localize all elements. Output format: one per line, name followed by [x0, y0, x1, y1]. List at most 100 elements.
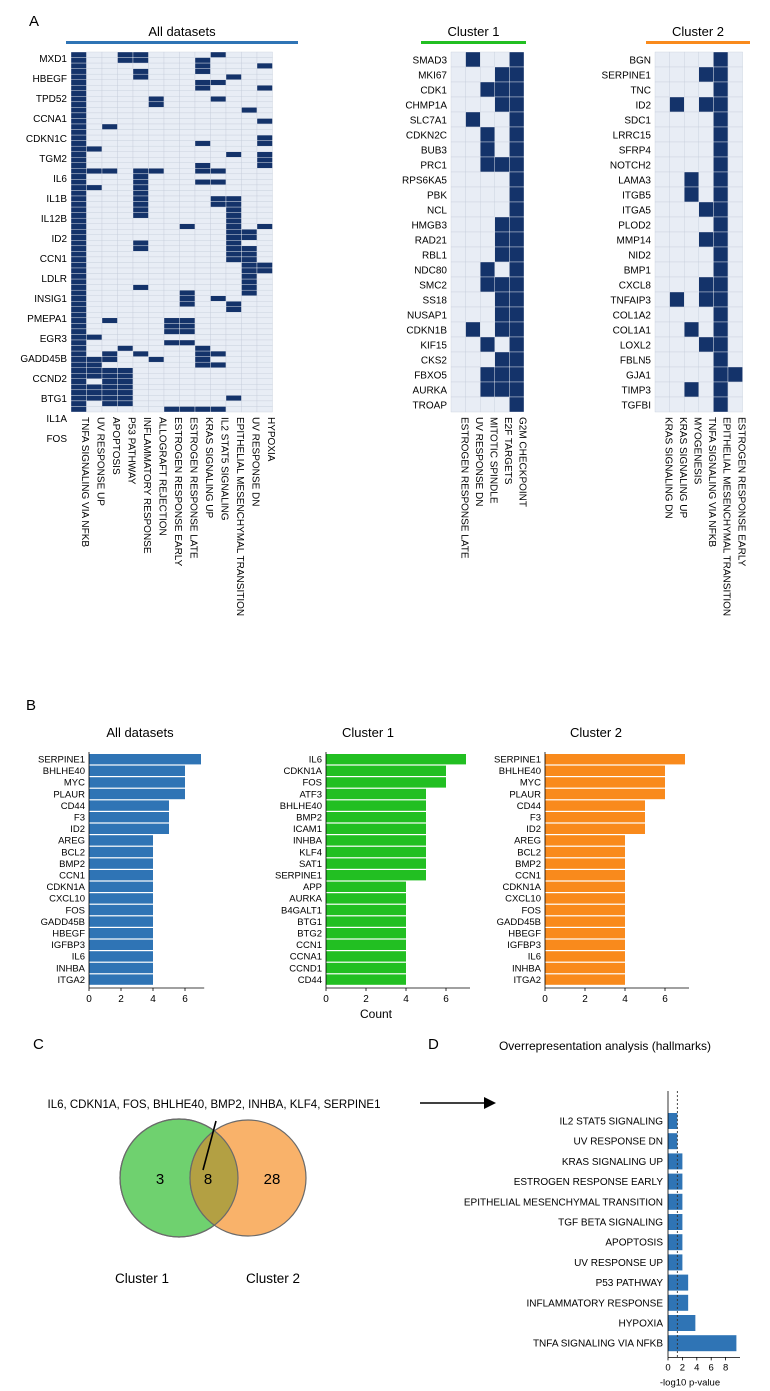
heatmap-cell: [101, 345, 118, 352]
bar: [89, 777, 185, 788]
heatmap-cell: [101, 134, 118, 141]
heatmap-cell: [241, 179, 258, 186]
heatmap-cell: [727, 351, 743, 368]
heatmap-row-label: TGFBI: [622, 401, 651, 412]
heatmap-cell: [70, 251, 87, 258]
heatmap-cell: [210, 301, 227, 307]
heatmap-cell: [465, 261, 481, 278]
heatmap-cell: [148, 262, 165, 269]
heatmap-cell: [163, 118, 180, 125]
heatmap-cell: [70, 289, 87, 296]
heatmap-cell: [163, 267, 180, 274]
heatmap-cell: [132, 73, 149, 80]
heatmap-cell: [698, 276, 714, 293]
heatmap-cell: [669, 66, 685, 83]
heatmap-cell: [194, 206, 211, 213]
heatmap-cell: [210, 240, 227, 247]
heatmap-cell: [194, 85, 211, 91]
heatmap-cell: [241, 85, 258, 91]
heatmap-row-label: HMGB3: [411, 221, 447, 232]
heatmap-cell: [70, 339, 87, 346]
heatmap-cell: [241, 57, 258, 64]
heatmap-cell: [163, 345, 180, 352]
heatmap-cell: [86, 267, 103, 274]
heatmap-cell: [450, 276, 466, 293]
heatmap-cell: [179, 234, 196, 241]
heatmap-cell: [450, 291, 466, 308]
heatmap-cell: [194, 367, 211, 374]
heatmap-cell: [86, 240, 103, 247]
heatmap-cell: [86, 201, 103, 208]
heatmap-cell: [509, 81, 525, 98]
heatmap-cell: [132, 306, 149, 313]
ora-bar: [668, 1335, 737, 1352]
heatmap-cell: [163, 151, 180, 158]
heatmap-cell: [654, 216, 670, 233]
heatmap-cell: [465, 351, 481, 368]
heatmap-cell: [210, 400, 227, 407]
heatmap-cell: [194, 267, 211, 274]
heatmap-cell: [132, 107, 149, 114]
panel-d-ora-chart: Overrepresentation analysis (hallmarks) I…: [464, 1039, 740, 1388]
heatmap-cell: [509, 306, 525, 323]
heatmap-cell: [225, 57, 242, 64]
heatmap-cell: [210, 184, 227, 191]
bar-category-label: F3: [74, 813, 85, 824]
heatmap-cell: [241, 168, 258, 175]
bar: [545, 904, 625, 916]
heatmap-cell: [241, 234, 258, 241]
heatmap-cell: [684, 216, 699, 233]
heatmap-cell: [210, 140, 227, 147]
heatmap-cell: [241, 96, 258, 103]
heatmap-cell: [210, 334, 227, 341]
heatmap-cell: [70, 129, 87, 136]
heatmap-row-label: NID2: [628, 251, 651, 262]
heatmap-cell: [494, 81, 510, 98]
heatmap-cell: [179, 251, 196, 258]
bar-category-label: IL6: [528, 952, 541, 963]
bar: [89, 754, 201, 765]
heatmap-cell: [225, 406, 242, 413]
heatmap-cell: [256, 112, 273, 119]
ora-bar: [668, 1274, 689, 1291]
heatmap-row-label: PLOD2: [618, 221, 651, 232]
heatmap-cell: [494, 366, 510, 383]
bar-category-label: INHBA: [293, 836, 323, 847]
heatmap-cell: [669, 126, 685, 143]
heatmap-cell: [86, 173, 103, 180]
bar-category-label: PLAUR: [509, 789, 541, 800]
heatmap-column-label: G2M CHECKPOINT: [517, 417, 528, 507]
heatmap-cell: [210, 107, 227, 114]
heatmap-row-label: TNFAIP3: [610, 296, 651, 307]
heatmap-row-label: LDLR: [41, 274, 67, 285]
heatmap-cell: [179, 306, 196, 313]
bar-category-label: F3: [530, 813, 541, 824]
heatmap-cell: [225, 400, 242, 407]
bar: [545, 928, 625, 939]
heatmap-cell: [132, 168, 149, 175]
heatmap-row-label: CDK1: [420, 86, 447, 97]
heatmap-cell: [210, 384, 227, 391]
heatmap-cell: [163, 145, 180, 152]
bar-category-label: CDKN1A: [283, 766, 322, 777]
heatmap-cell: [101, 229, 118, 235]
bar-category-label: AREG: [514, 836, 541, 847]
heatmap-cell: [86, 151, 103, 158]
bar-category-label: ATF3: [299, 789, 322, 800]
heatmap-cell: [70, 90, 87, 97]
heatmap-cell: [509, 276, 525, 293]
ora-bar: [668, 1153, 683, 1170]
bar: [545, 754, 685, 765]
heatmap-cell: [684, 96, 699, 113]
heatmap-cell: [163, 112, 180, 119]
heatmap-cell: [148, 356, 165, 363]
heatmap-column-label: IL2 STAT5 SIGNALING: [218, 417, 229, 521]
heatmap-cell: [225, 345, 242, 352]
heatmap-cell: [70, 157, 87, 163]
heatmap-cell: [132, 245, 149, 252]
heatmap-cell: [179, 145, 196, 152]
heatmap-cell: [117, 267, 134, 274]
bar-category-label: CD44: [61, 801, 85, 812]
bar: [545, 835, 625, 846]
heatmap-cell: [132, 101, 149, 108]
